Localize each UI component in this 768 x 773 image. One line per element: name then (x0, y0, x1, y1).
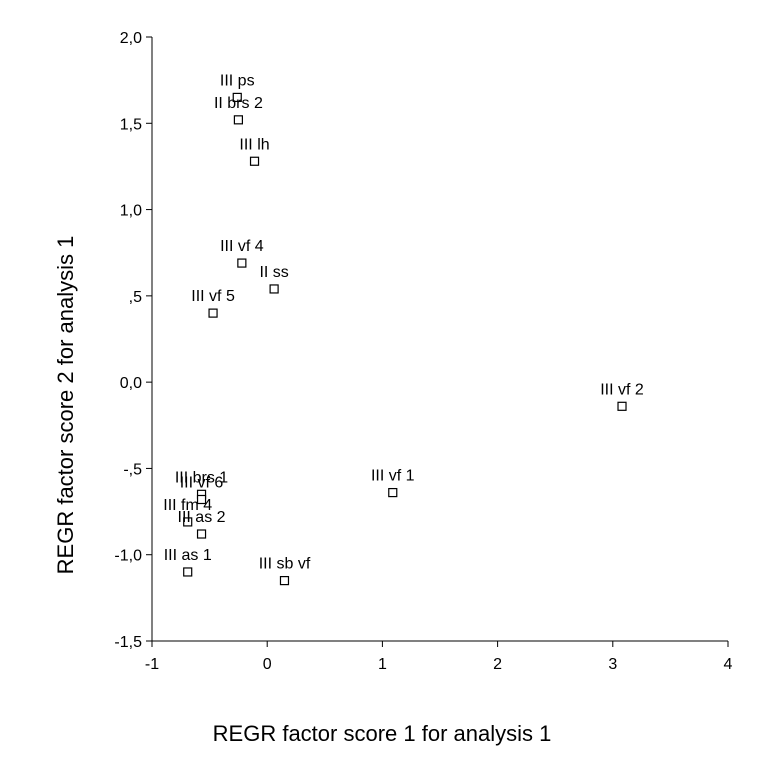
axis-ticks: -1,5 -1,0 -,5 0,0 ,5 1,0 1,5 2,0 -1 0 1 2 3 4 (114, 30, 732, 673)
scatter-point (269, 284, 279, 294)
point-label: III as 1 (164, 547, 212, 564)
point-label: III vf 5 (191, 288, 235, 305)
point-label: III sb vf (259, 556, 311, 573)
x-tick-label: 3 (608, 656, 617, 673)
scatter-point (249, 156, 260, 166)
x-tick-label: 4 (724, 656, 733, 673)
point-label: III fm 4 (163, 497, 212, 514)
y-tick-label: 1,0 (120, 203, 142, 220)
y-tick-label: -1,0 (114, 548, 142, 565)
scatter-point (208, 308, 218, 318)
y-tick-label: -,5 (123, 461, 142, 478)
point-label: III lh (239, 136, 269, 153)
x-axis-title: REGR factor score 1 for analysis 1 (213, 721, 552, 746)
point-label: III brs 1 (175, 469, 228, 486)
x-tick-label: 2 (493, 656, 502, 673)
scatter-point (232, 92, 242, 103)
y-tick-label: ,5 (129, 289, 142, 306)
point-label: II brs 2 (214, 95, 263, 112)
y-tick-label: -1,5 (114, 634, 142, 651)
point-label: III vf 1 (371, 468, 415, 485)
point-label: III ps (220, 72, 255, 89)
x-tick-label: -1 (145, 656, 159, 673)
scatter-point (233, 115, 243, 125)
x-tick-label: 0 (263, 656, 272, 673)
scatter-point (196, 529, 207, 539)
scatter-point (279, 575, 290, 586)
y-tick-label: 2,0 (120, 30, 142, 47)
scatter-point (183, 517, 193, 527)
scatter-point (196, 494, 207, 505)
data-points: III ps II brs 2 III lh III vf 4 II ss III vf … (163, 72, 644, 586)
x-tick-label: 1 (378, 656, 387, 673)
point-label: II ss (259, 264, 288, 281)
y-tick-label: 0,0 (120, 375, 142, 392)
scatter-point (237, 258, 247, 268)
scatter-point (183, 567, 193, 577)
point-label: III as 2 (178, 509, 226, 526)
point-label: III vf 6 (180, 474, 224, 491)
point-label: III vf 2 (600, 381, 644, 398)
y-tick-label: 1,5 (120, 116, 142, 133)
point-label: III vf 4 (220, 238, 264, 255)
scatter-point (617, 401, 627, 411)
scatter-point (388, 487, 398, 498)
y-axis-title: REGR factor score 2 for analysis 1 (53, 236, 78, 575)
